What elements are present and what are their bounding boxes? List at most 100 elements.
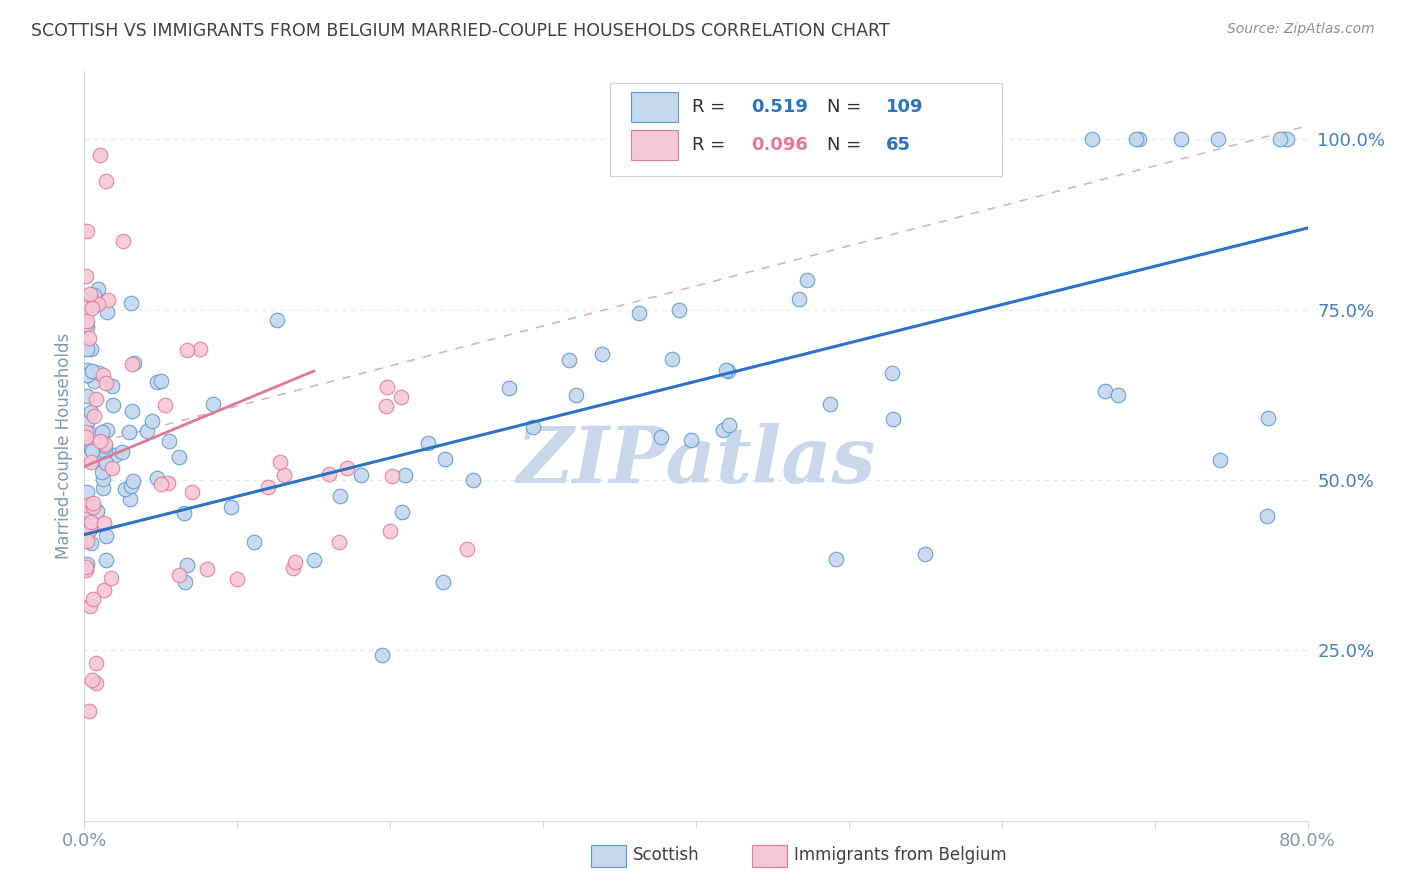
FancyBboxPatch shape	[610, 83, 1002, 177]
Point	[157, 476, 180, 491]
Point	[96, 423, 118, 437]
Point	[668, 303, 690, 318]
Point	[76, 558, 98, 572]
Point	[195, 562, 218, 576]
Point	[136, 424, 159, 438]
FancyBboxPatch shape	[631, 130, 678, 160]
Point	[76, 484, 98, 499]
Point	[329, 490, 352, 504]
Point	[181, 484, 204, 499]
Point	[94, 445, 117, 459]
Point	[914, 547, 936, 561]
Point	[432, 574, 454, 589]
Point	[93, 516, 115, 530]
Point	[82, 295, 104, 310]
Point	[176, 343, 198, 358]
Point	[188, 342, 211, 356]
Point	[434, 452, 457, 467]
Point	[350, 468, 373, 483]
Point	[1107, 388, 1129, 402]
Text: ZIPatlas: ZIPatlas	[516, 423, 876, 500]
Point	[89, 434, 111, 448]
Point	[96, 553, 118, 567]
Point	[75, 425, 97, 439]
Point	[86, 676, 108, 690]
Point	[336, 461, 359, 475]
Point	[1125, 132, 1147, 146]
Point	[266, 312, 288, 326]
Point	[111, 234, 134, 248]
Point	[328, 534, 350, 549]
Point	[946, 132, 969, 146]
Point	[880, 366, 903, 380]
Point	[141, 414, 163, 428]
Point	[153, 399, 176, 413]
Point	[93, 582, 115, 597]
Point	[104, 448, 127, 462]
Point	[82, 500, 104, 515]
Point	[90, 425, 112, 440]
Point	[565, 388, 588, 402]
Point	[77, 704, 100, 718]
Point	[100, 571, 122, 585]
Point	[75, 563, 97, 577]
Point	[91, 368, 114, 382]
Point	[94, 174, 117, 188]
Point	[79, 536, 101, 550]
Point	[796, 273, 818, 287]
Point	[269, 455, 291, 469]
Point	[91, 481, 114, 495]
Point	[82, 496, 104, 510]
Point	[628, 306, 651, 320]
Point	[1080, 132, 1102, 146]
Point	[716, 363, 738, 377]
Point	[818, 397, 841, 411]
Point	[82, 673, 104, 688]
Point	[114, 482, 136, 496]
Point	[1256, 508, 1278, 523]
Point	[461, 473, 484, 487]
Point	[381, 468, 404, 483]
Text: 0.096: 0.096	[751, 136, 808, 153]
Point	[219, 500, 242, 514]
Point	[318, 467, 340, 482]
Point	[302, 553, 325, 567]
Point	[79, 523, 101, 537]
Text: Source: ZipAtlas.com: Source: ZipAtlas.com	[1227, 22, 1375, 37]
Point	[1270, 132, 1292, 146]
Point	[80, 455, 103, 469]
Point	[96, 528, 118, 542]
Point	[380, 524, 402, 538]
Point	[83, 374, 105, 388]
Point	[94, 437, 117, 451]
Point	[76, 534, 98, 549]
Point	[94, 376, 117, 391]
FancyBboxPatch shape	[631, 93, 678, 122]
Point	[787, 292, 810, 306]
Point	[169, 568, 191, 582]
Point	[101, 398, 124, 412]
Point	[82, 364, 104, 378]
Point	[111, 445, 134, 459]
Point	[375, 380, 398, 394]
Point	[121, 357, 143, 371]
Point	[650, 430, 672, 444]
Point	[75, 560, 97, 574]
Point	[75, 318, 97, 332]
Point	[1170, 132, 1192, 146]
Point	[273, 467, 295, 482]
Point	[201, 397, 224, 411]
Point	[522, 420, 544, 434]
Point	[717, 417, 740, 432]
Point	[389, 390, 412, 404]
Point	[821, 132, 844, 146]
Text: SCOTTISH VS IMMIGRANTS FROM BELGIUM MARRIED-COUPLE HOUSEHOLDS CORRELATION CHART: SCOTTISH VS IMMIGRANTS FROM BELGIUM MARR…	[31, 22, 890, 40]
Point	[149, 477, 172, 491]
Point	[176, 558, 198, 572]
Point	[83, 409, 105, 423]
Point	[456, 541, 478, 556]
Point	[83, 288, 105, 302]
Point	[101, 461, 124, 475]
Point	[717, 364, 740, 378]
Text: R =: R =	[692, 98, 731, 116]
